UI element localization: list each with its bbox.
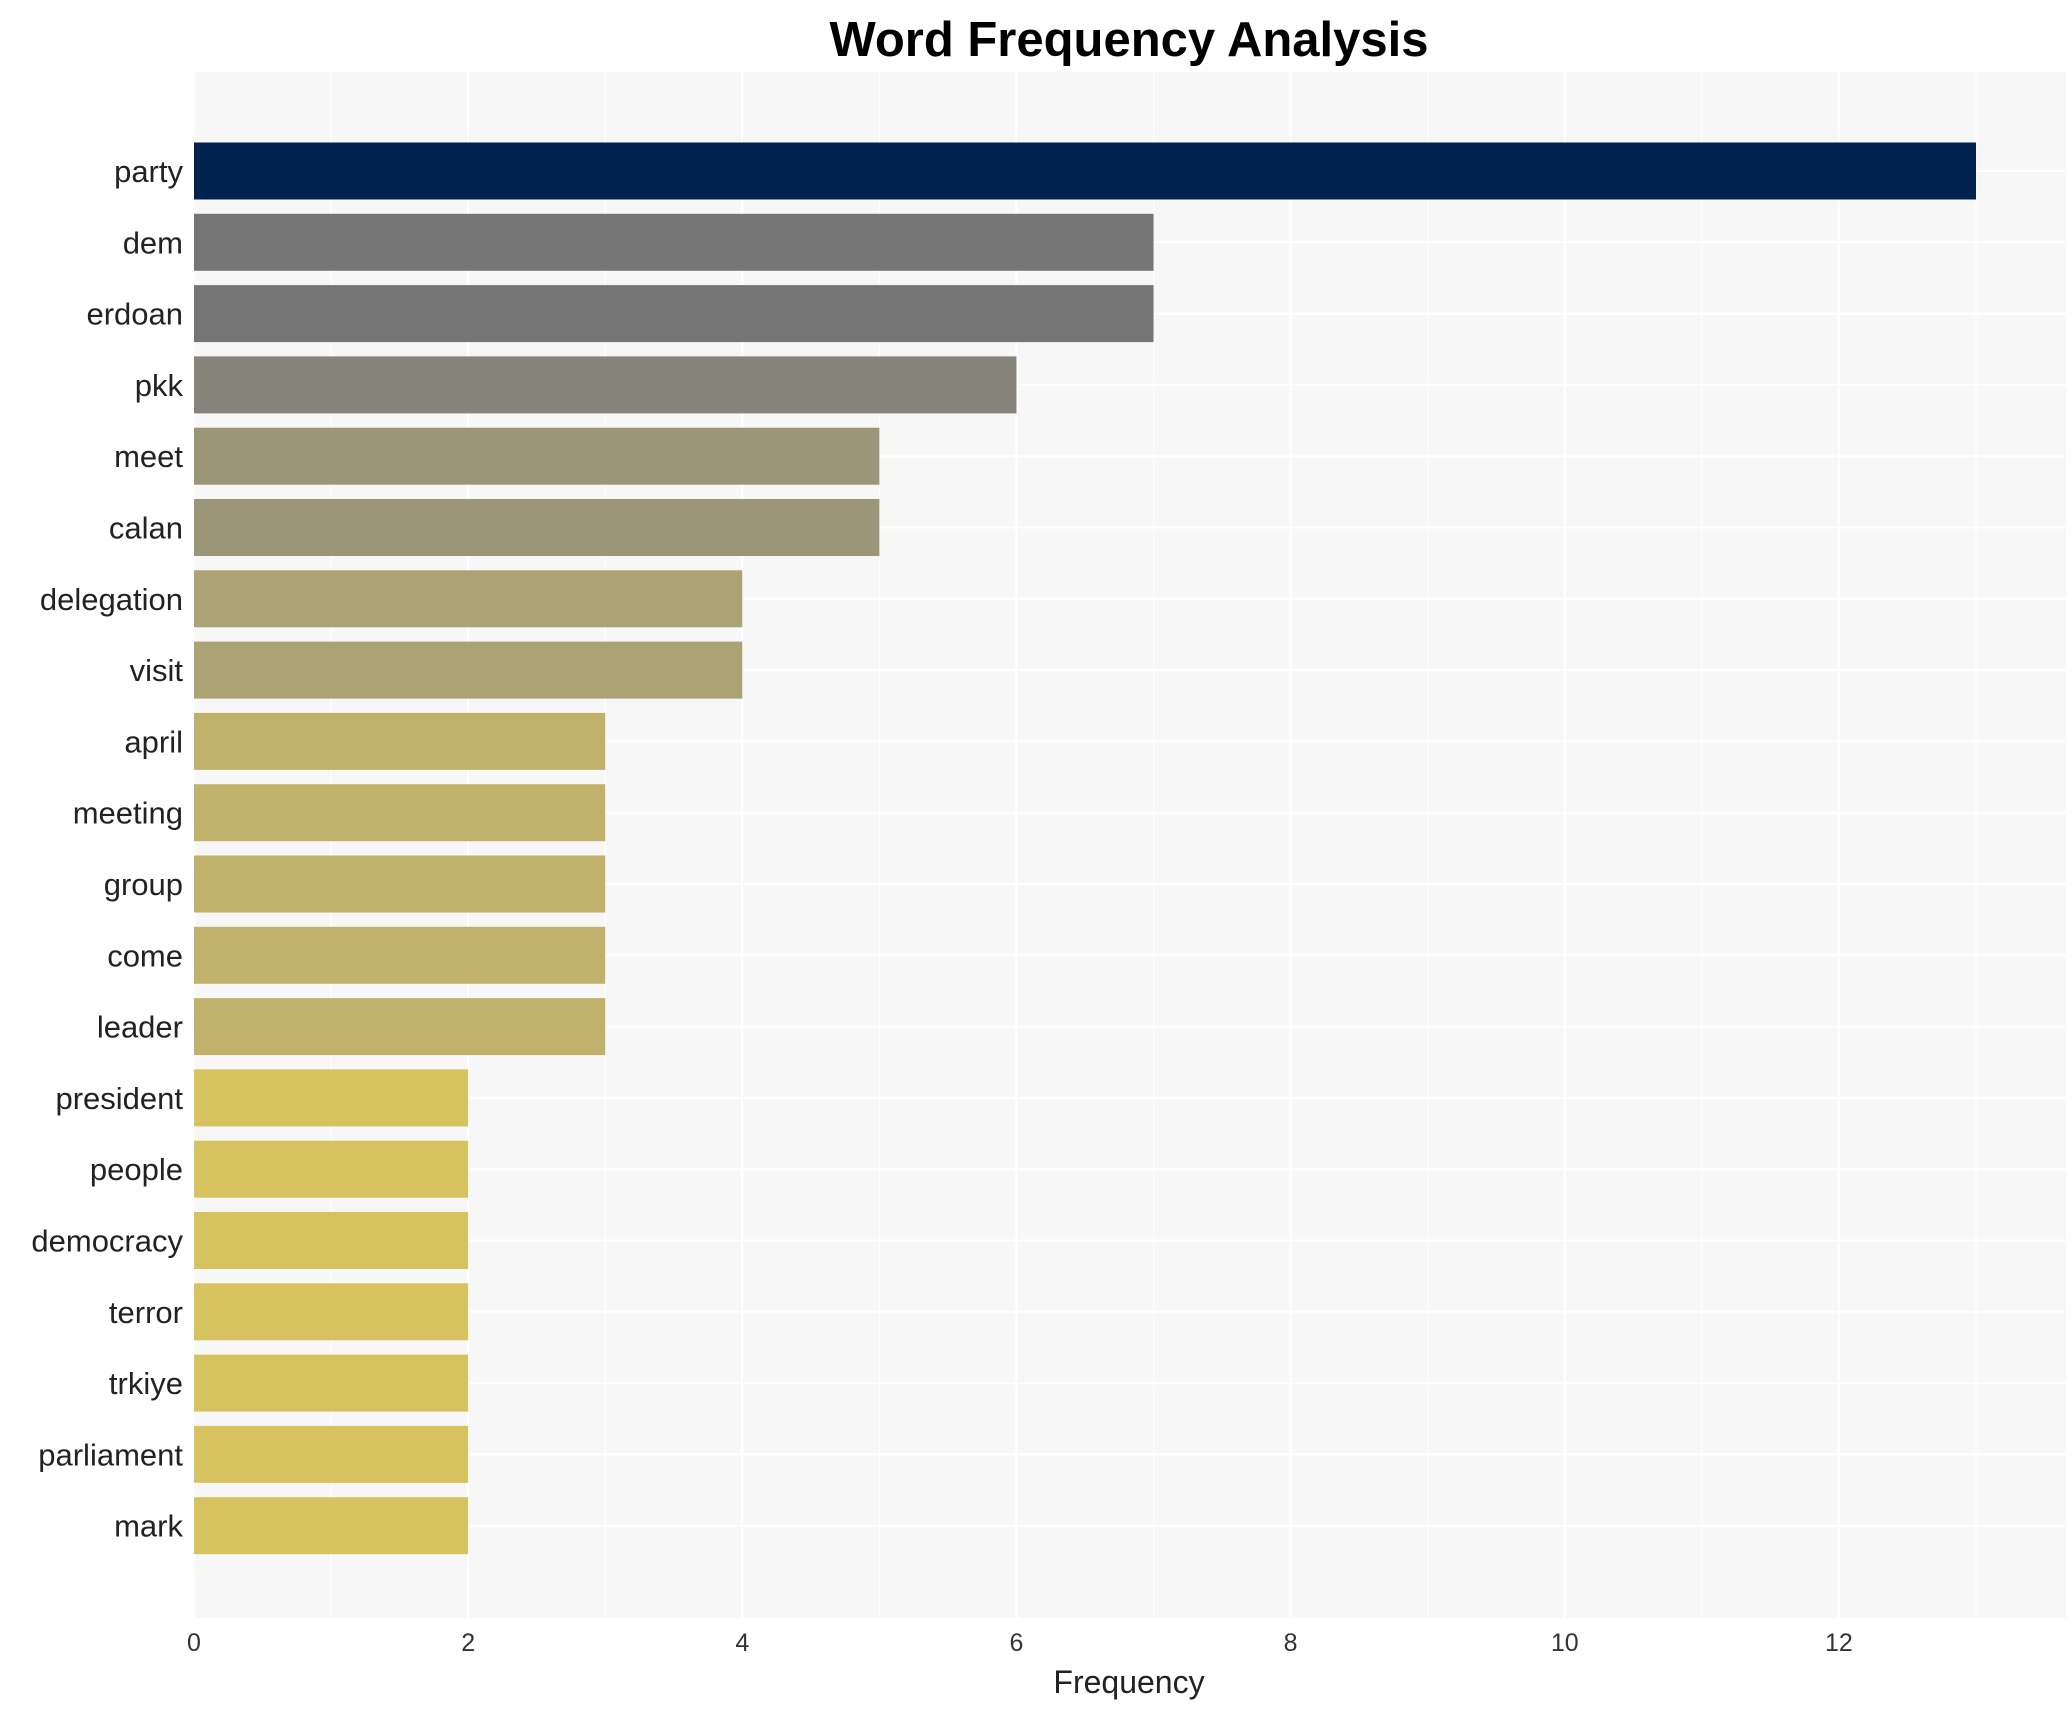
category-label-president: president: [55, 1081, 183, 1116]
x-tick-label: 4: [735, 1629, 749, 1657]
category-label-calan: calan: [109, 511, 183, 546]
category-label-democracy: democracy: [31, 1224, 183, 1259]
bar-calan: [194, 499, 880, 556]
category-label-mark: mark: [114, 1509, 183, 1544]
category-label-trkiye: trkiye: [109, 1366, 183, 1401]
bar-group: [194, 855, 606, 913]
bar-erdoan: [194, 285, 1154, 343]
bar-terror: [194, 1283, 469, 1341]
x-tick-label: 2: [461, 1629, 475, 1657]
bar-pkk: [194, 356, 1017, 414]
bar-leader: [194, 998, 606, 1056]
bar-meeting: [194, 784, 606, 842]
bar-come: [194, 926, 606, 984]
category-label-delegation: delegation: [40, 582, 183, 617]
category-label-come: come: [107, 938, 183, 973]
category-label-visit: visit: [130, 653, 184, 688]
bar-delegation: [194, 570, 743, 628]
bar-dem: [194, 213, 1154, 271]
x-tick-labels: 0 2 4 6 8 10 12: [187, 1629, 1853, 1657]
bars: [194, 142, 1976, 1555]
x-tick-label: 0: [187, 1629, 201, 1657]
bar-president: [194, 1069, 469, 1127]
bar-democracy: [194, 1212, 469, 1269]
bar-meet: [194, 427, 880, 485]
category-label-meet: meet: [114, 439, 183, 474]
x-axis-label: Frequency: [1053, 1664, 1204, 1700]
category-label-dem: dem: [123, 225, 183, 260]
bar-party: [194, 142, 1976, 200]
category-label-leader: leader: [97, 1010, 183, 1045]
x-tick-label: 8: [1284, 1629, 1298, 1657]
category-label-meeting: meeting: [73, 796, 183, 831]
category-label-terror: terror: [109, 1295, 183, 1330]
category-label-parliament: parliament: [38, 1437, 183, 1472]
bar-mark: [194, 1497, 469, 1555]
category-label-erdoan: erdoan: [86, 297, 183, 332]
category-labels: party dem erdoan pkk meet calan delegation visi…: [31, 154, 183, 1544]
x-tick-label: 12: [1825, 1629, 1853, 1657]
category-label-group: group: [104, 867, 183, 902]
category-label-party: party: [114, 154, 183, 189]
category-label-april: april: [124, 724, 183, 759]
x-tick-label: 10: [1551, 1629, 1579, 1657]
category-label-pkk: pkk: [135, 368, 184, 403]
x-tick-label: 6: [1010, 1629, 1024, 1657]
bar-people: [194, 1140, 469, 1198]
bar-visit: [194, 641, 743, 699]
bar-trkiye: [194, 1354, 469, 1412]
bar-april: [194, 712, 606, 770]
bar-parliament: [194, 1425, 469, 1483]
category-label-people: people: [90, 1152, 183, 1187]
chart-title: Word Frequency Analysis: [829, 13, 1428, 67]
